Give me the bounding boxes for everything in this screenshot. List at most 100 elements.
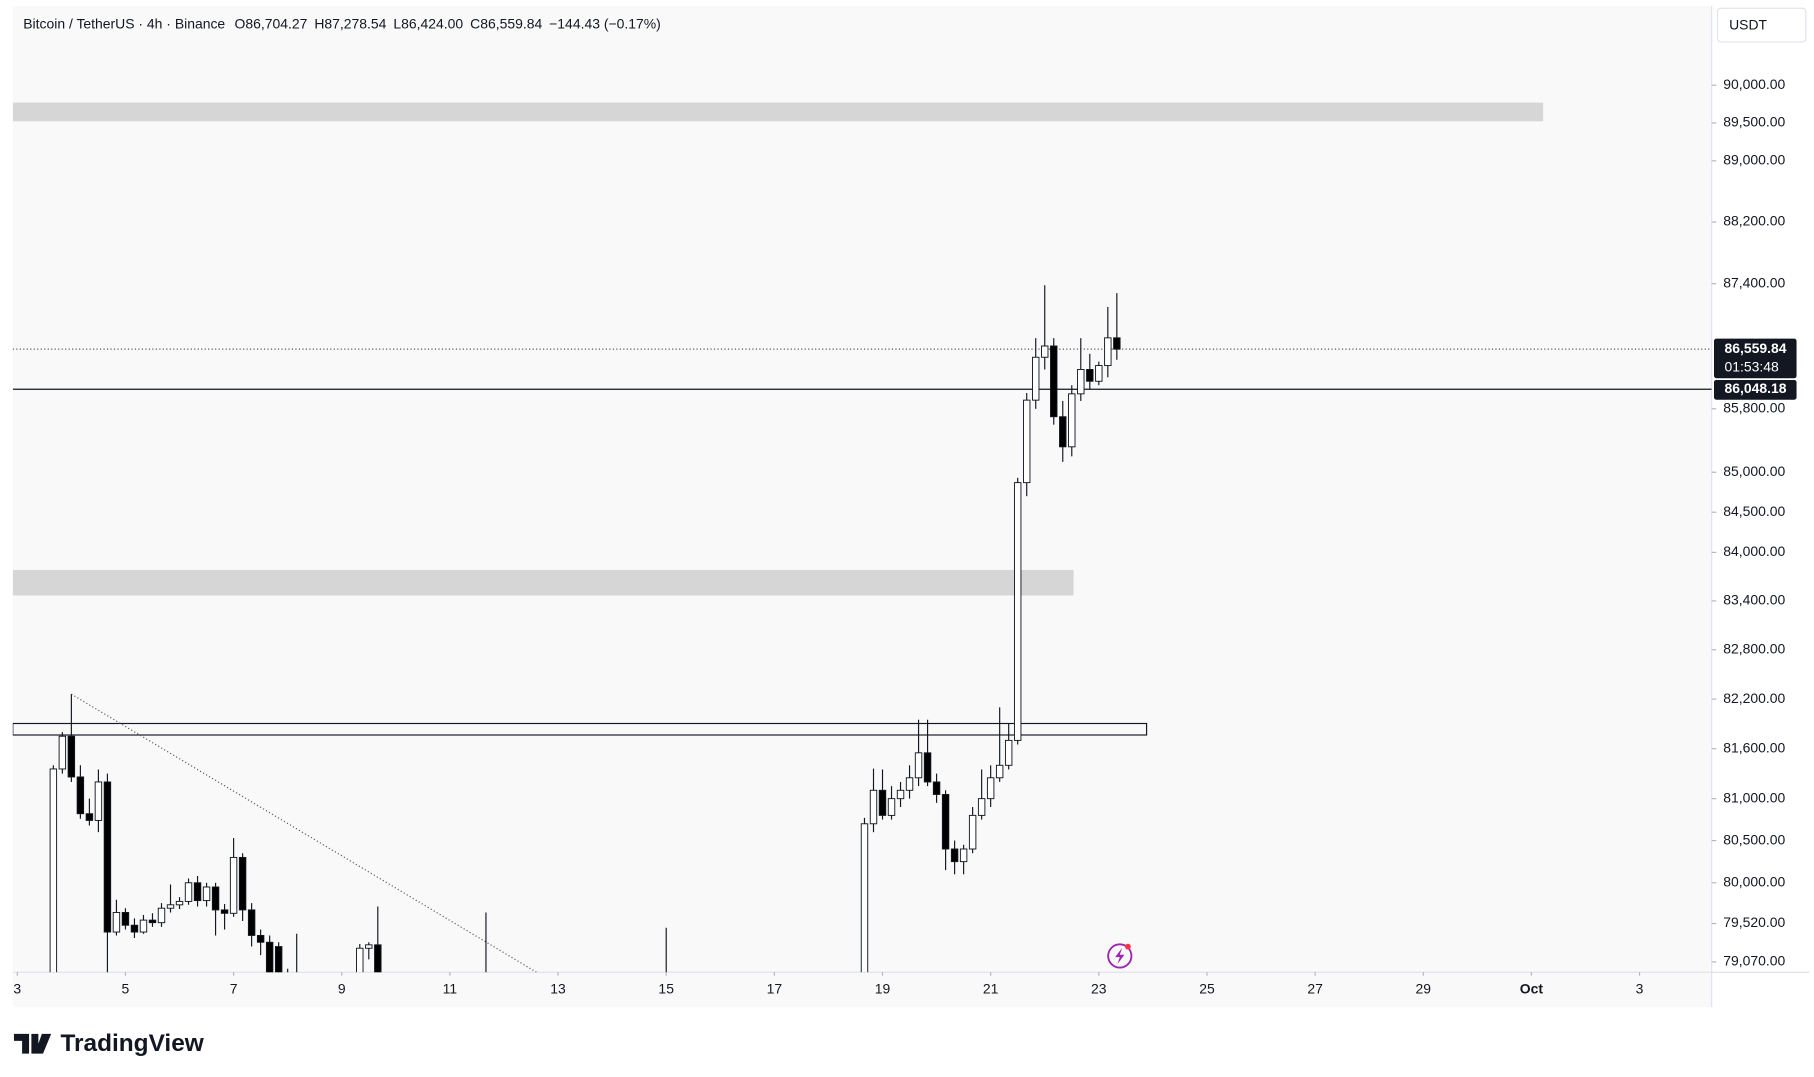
- brand-logo[interactable]: [13, 1033, 52, 1054]
- candle-body: [130, 924, 139, 933]
- candle-body: [374, 944, 382, 973]
- currency[interactable]: USDT: [1729, 16, 1767, 32]
- candle-body: [184, 882, 193, 902]
- x-tick-label: 5: [122, 980, 130, 996]
- candle-body: [94, 781, 103, 821]
- candle-body: [1023, 399, 1031, 484]
- brand[interactable]: TradingView: [60, 1030, 204, 1057]
- y-tick-label: 79,070.00: [1723, 953, 1785, 969]
- y-tick-label: 81,600.00: [1723, 739, 1785, 755]
- x-tick-label: 25: [1199, 980, 1215, 996]
- candle-body: [860, 823, 869, 973]
- x-axis-background: [12, 972, 1712, 1008]
- x-tick-label: Oct: [1520, 980, 1544, 996]
- y-tick-label: 81,000.00: [1723, 789, 1785, 805]
- x-tick-label: 29: [1416, 980, 1432, 996]
- y-tick-label: 90,000.00: [1723, 76, 1785, 92]
- candle-body: [995, 764, 1004, 779]
- candle-body: [49, 768, 58, 973]
- candle-body: [157, 907, 166, 924]
- candle-body: [914, 752, 923, 779]
- y-tick-label: 83,400.00: [1723, 592, 1785, 608]
- candle-body: [211, 886, 220, 911]
- candle-body: [202, 886, 211, 902]
- candle-body: [977, 798, 986, 816]
- x-tick-label: 27: [1307, 980, 1323, 996]
- candle-body: [896, 789, 905, 800]
- plot: [12, 102, 1712, 973]
- x-tick-label: 15: [658, 980, 674, 996]
- candle-body: [175, 900, 184, 906]
- y-tick-label: 84,000.00: [1723, 543, 1785, 559]
- candle-body: [1068, 393, 1076, 448]
- trendline: [71, 693, 538, 973]
- candle-body: [869, 789, 878, 825]
- last-price-box: [1713, 338, 1797, 379]
- x-tick-label: 11: [443, 980, 458, 996]
- candle-body: [1059, 416, 1067, 448]
- candle-body: [274, 946, 283, 973]
- currency-box[interactable]: [1716, 7, 1807, 43]
- candle-body: [85, 813, 94, 821]
- overlay: 86,559.84 01:53:48 86,048.18: [1713, 338, 1797, 400]
- ohlc-value: L86,424.00: [393, 15, 463, 31]
- x-tick-label: 23: [1091, 980, 1107, 996]
- candle-body: [1113, 337, 1121, 350]
- zone: [12, 102, 1544, 122]
- candle-body: [121, 911, 130, 926]
- candle-body: [950, 848, 959, 863]
- x-tick-label: 9: [338, 980, 346, 996]
- candle-body: [986, 777, 995, 800]
- candle-body: [1004, 739, 1013, 766]
- candle-body: [959, 848, 968, 863]
- candle-body: [256, 934, 265, 943]
- candle-body: [112, 911, 121, 933]
- candle-body: [356, 947, 364, 973]
- y-tick-label: 85,800.00: [1723, 400, 1785, 416]
- candle-body: [941, 794, 950, 850]
- last-price-label: 86,559.84: [1724, 340, 1786, 356]
- candle-body: [1013, 482, 1022, 741]
- y-tick-label: 87,400.00: [1723, 274, 1785, 290]
- candle-body: [148, 919, 157, 924]
- symbol: Bitcoin / TetherUS · 4h · Binance: [23, 15, 225, 31]
- plot-background: [12, 5, 1712, 973]
- y-tick-label: 80,000.00: [1723, 873, 1785, 889]
- candle-body: [139, 919, 148, 933]
- candle-body: [220, 909, 229, 914]
- candle-body: [1104, 337, 1112, 367]
- candle-body: [265, 941, 274, 973]
- y-tick-label: 85,000.00: [1723, 463, 1785, 479]
- lightning-icon[interactable]: [1107, 943, 1133, 969]
- ohlc-value: −144.43 (−0.17%): [549, 15, 661, 31]
- y-tick-label: 80,500.00: [1723, 831, 1785, 847]
- y-tick-label: 89,500.00: [1723, 114, 1785, 130]
- level-label: 86,048.18: [1724, 380, 1786, 396]
- y-tick-label: 88,200.00: [1723, 213, 1785, 229]
- candle-body: [932, 781, 941, 795]
- candle-body: [365, 944, 373, 949]
- candle-body: [76, 776, 85, 815]
- candle-body: [166, 904, 175, 909]
- x-tick-label: 7: [230, 980, 238, 996]
- y-tick-label: 82,200.00: [1723, 690, 1785, 706]
- x-tick-label: 17: [767, 980, 783, 996]
- x-tick-label: 21: [983, 980, 999, 996]
- y-tick-label: 89,000.00: [1723, 152, 1785, 168]
- ohlc-value: C86,559.84: [470, 15, 542, 31]
- y-tick-label: 79,520.00: [1723, 914, 1785, 930]
- candle-body: [1041, 345, 1049, 358]
- zone: [12, 569, 1074, 596]
- candle-body: [1095, 365, 1103, 382]
- candle-body: [1032, 356, 1040, 401]
- candle-body: [103, 781, 112, 933]
- candle-body: [229, 856, 238, 914]
- candle-body: [1050, 345, 1058, 418]
- candle-body: [247, 909, 256, 936]
- x-tick-label: 13: [550, 980, 566, 996]
- x-tick-label: 3: [13, 980, 21, 996]
- y-tick-label: 82,800.00: [1723, 641, 1785, 657]
- candle-body: [905, 777, 914, 791]
